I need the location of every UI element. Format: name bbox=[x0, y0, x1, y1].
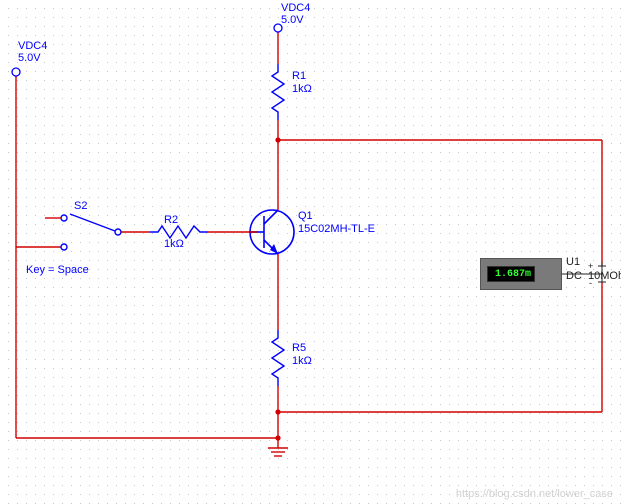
q1-part: 15C02MH-TL-E bbox=[298, 223, 375, 236]
ground-symbol bbox=[268, 438, 288, 456]
schematic-svg: + - bbox=[0, 0, 621, 504]
schematic-canvas: + - VDC4 5.0V VDC4 5.0V R1 1kΩ R2 1kΩ R5… bbox=[0, 0, 621, 504]
s2-name: S2 bbox=[74, 200, 87, 213]
r5-name: R5 bbox=[292, 342, 306, 355]
s2-symbol bbox=[61, 214, 121, 250]
u1-name: U1 bbox=[566, 256, 580, 269]
vdc-top-value: 5.0V bbox=[281, 14, 304, 27]
r1-name: R1 bbox=[292, 70, 306, 83]
r2-symbol bbox=[150, 226, 208, 238]
r2-name: R2 bbox=[164, 214, 178, 227]
r1-value: 1kΩ bbox=[292, 83, 312, 96]
u1-display: 1.687m bbox=[495, 269, 531, 280]
u1-meter[interactable]: 1.687m bbox=[480, 258, 562, 290]
s2-key: Key = Space bbox=[26, 264, 89, 277]
vdc-left-value: 5.0V bbox=[18, 52, 41, 65]
q1-name: Q1 bbox=[298, 210, 313, 223]
vdc-left-name: VDC4 bbox=[18, 40, 47, 53]
terminal-vdc-left bbox=[12, 68, 20, 76]
u1-type: DC 10MOhm bbox=[566, 270, 621, 283]
u1-screen: 1.687m bbox=[487, 266, 535, 282]
r1-symbol bbox=[272, 64, 284, 120]
watermark: https://blog.csdn.net/lower_case bbox=[456, 488, 613, 500]
r5-value: 1kΩ bbox=[292, 355, 312, 368]
vdc-top-name: VDC4 bbox=[281, 2, 310, 15]
r2-value: 1kΩ bbox=[164, 238, 184, 251]
r5-symbol bbox=[272, 330, 284, 386]
